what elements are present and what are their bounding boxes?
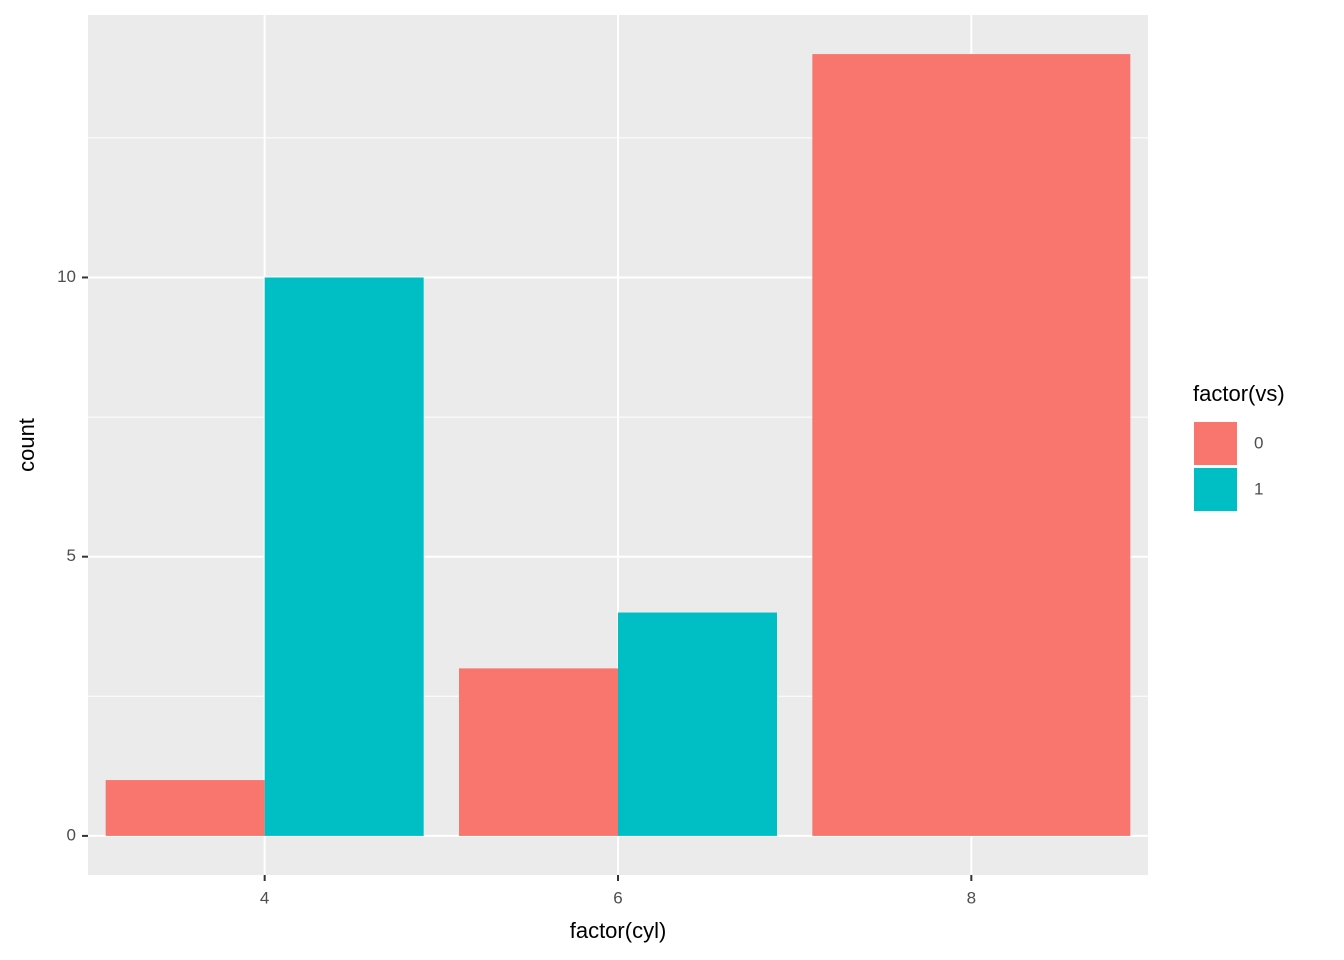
y-axis-title: count — [14, 418, 39, 472]
y-tick-label: 5 — [67, 546, 76, 565]
x-tick-label: 8 — [967, 888, 976, 907]
legend-label: 1 — [1254, 479, 1263, 498]
bar — [105, 780, 265, 836]
y-tick-label: 0 — [67, 825, 76, 844]
x-axis-title: factor(cyl) — [570, 918, 667, 943]
x-tick-label: 6 — [613, 888, 622, 907]
legend-title: factor(vs) — [1193, 381, 1285, 406]
bar — [812, 54, 1131, 836]
bar — [459, 668, 618, 836]
bar — [264, 277, 424, 836]
legend-key — [1194, 422, 1237, 465]
x-tick-label: 4 — [260, 888, 269, 907]
legend-label: 0 — [1254, 433, 1263, 452]
legend-key — [1194, 468, 1237, 511]
bar — [618, 612, 777, 836]
y-tick-label: 10 — [57, 267, 76, 286]
